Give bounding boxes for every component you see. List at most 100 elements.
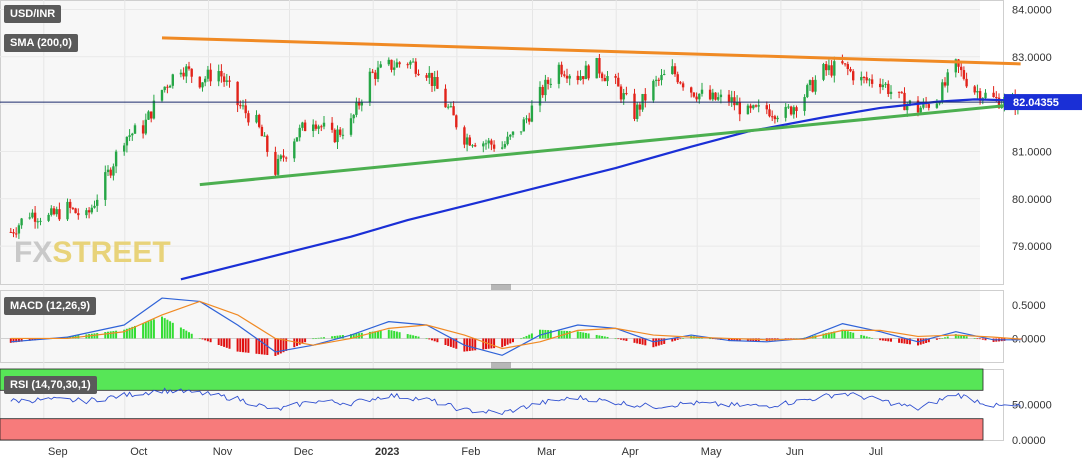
candle-body — [66, 201, 69, 220]
candle-body — [927, 104, 930, 108]
candle-body — [322, 122, 326, 127]
candle-body — [827, 65, 831, 71]
macd-hist-bar — [274, 338, 277, 356]
macd-hist-bar — [709, 338, 712, 340]
candle-body — [241, 105, 245, 107]
candle-body — [36, 221, 39, 223]
candle-body — [468, 137, 471, 146]
candle-body — [168, 85, 172, 88]
candle-body — [830, 65, 833, 76]
candle-body — [960, 66, 963, 71]
candle-body — [9, 231, 12, 233]
macd-hist-bar — [179, 327, 182, 339]
candle-body — [754, 105, 758, 107]
candle-body — [714, 92, 717, 100]
candle-body — [992, 92, 995, 98]
macd-hist-bar — [560, 330, 563, 339]
y-tick-label: 80.0000 — [1012, 194, 1052, 206]
macd-hist-bar — [871, 337, 874, 339]
macd-hist-bar — [152, 319, 155, 339]
candle-body — [447, 106, 450, 108]
candle-body — [492, 144, 496, 149]
candle-body — [622, 93, 625, 100]
candle-body — [943, 82, 947, 86]
candle-body — [738, 102, 741, 115]
macd-hist-bar — [485, 338, 487, 350]
candle-body — [198, 76, 201, 88]
candle-body — [941, 82, 944, 103]
candle-body — [889, 91, 893, 95]
macd-hist-bar — [304, 338, 307, 343]
candle-body — [228, 80, 231, 82]
macd-hist-bar — [584, 332, 587, 339]
candle-body — [833, 61, 836, 76]
candle-body — [260, 126, 264, 137]
macd-hist-bar — [636, 338, 639, 344]
candle-body — [825, 64, 828, 71]
candle-body — [206, 69, 210, 79]
candle-body — [803, 97, 806, 112]
candle-body — [133, 125, 137, 134]
macd-hist-bar — [377, 330, 379, 339]
macd-hist-bar — [938, 338, 941, 340]
candle-body — [557, 64, 561, 84]
macd-hist-bar — [93, 333, 96, 339]
macd-hist-bar — [522, 337, 525, 339]
macd-hist-bar — [728, 338, 730, 342]
candle-body — [47, 214, 50, 221]
candle-body — [55, 209, 58, 215]
candle-body — [692, 92, 696, 97]
candle-body — [455, 115, 458, 128]
candle-body — [484, 143, 488, 145]
macd-hist-bar — [825, 333, 828, 339]
macd-hist-bar — [906, 338, 909, 344]
candle-body — [360, 102, 363, 106]
x-tick-label: Nov — [213, 446, 233, 458]
candle-body — [106, 169, 110, 173]
x-tick-label: Jul — [869, 446, 883, 458]
candle-body — [179, 72, 183, 75]
macd-histogram — [9, 316, 1022, 356]
candle-body — [90, 207, 93, 213]
macd-hist-bar — [638, 338, 641, 345]
macd-hist-bar — [622, 338, 625, 341]
candle-body — [279, 155, 282, 159]
macd-hist-bar — [263, 338, 266, 355]
macd-hist-bar — [539, 329, 541, 339]
candle-body — [884, 83, 887, 85]
macd-hist-bar — [493, 338, 496, 349]
candle-body — [919, 107, 922, 113]
x-tick-label: Sep — [48, 446, 68, 458]
candle-body — [330, 122, 334, 130]
macd-hist-bar — [371, 331, 374, 339]
macd-hist-bar — [682, 338, 685, 339]
macd-hist-bar — [425, 338, 428, 340]
candle-body — [522, 119, 525, 132]
candle-body — [946, 72, 949, 86]
candle-body — [579, 76, 582, 81]
candle-body — [376, 67, 380, 79]
macd-hist-bar — [576, 331, 579, 339]
candle-body — [236, 81, 239, 106]
x-tick-label: Oct — [130, 446, 147, 458]
macd-hist-bar — [123, 329, 126, 339]
candle-body — [71, 207, 75, 209]
candle-body — [962, 70, 966, 79]
macd-hist-bar — [277, 338, 280, 355]
macd-hist-bar — [471, 338, 474, 351]
candle-body — [160, 90, 164, 101]
candle-body — [984, 92, 987, 99]
candle-body — [387, 59, 390, 65]
candle-body — [301, 122, 304, 128]
macd-hist-bar — [908, 338, 911, 345]
candle-body — [617, 77, 620, 87]
macd-hist-bar — [603, 336, 606, 339]
macd-hist-bar — [447, 338, 450, 346]
macd-hist-bar — [452, 338, 455, 348]
macd-hist-bar — [671, 338, 674, 342]
candle-body — [822, 64, 825, 80]
candle-body — [711, 92, 714, 100]
x-tick-label: Apr — [622, 446, 639, 458]
macd-hist-bar — [134, 325, 136, 339]
macd-hist-bar — [236, 338, 239, 352]
